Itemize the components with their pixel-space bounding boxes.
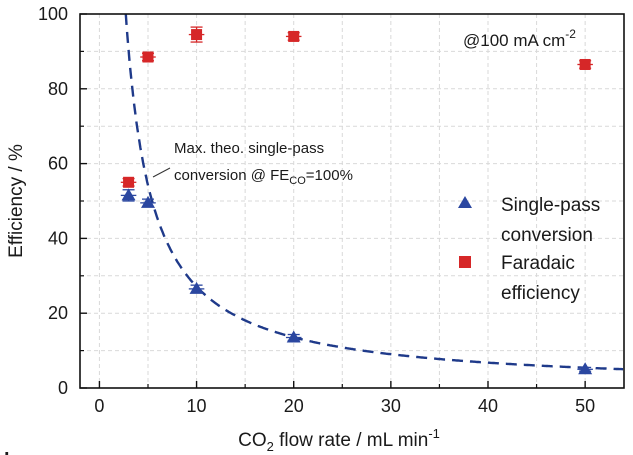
- x-axis-title-subscript: 2: [267, 439, 274, 454]
- data-point-faradaic: [288, 30, 300, 42]
- data-point-faradaic: [142, 51, 154, 63]
- x-tick-label: 10: [187, 396, 207, 416]
- annotation-leader-line: [152, 167, 171, 178]
- x-tick-label: 30: [381, 396, 401, 416]
- theory-annotation-line-1: Max. theo. single-pass: [174, 140, 324, 157]
- data-point-faradaic: [191, 29, 203, 41]
- y-tick-label: 20: [48, 303, 68, 323]
- data-point-conversion: [189, 281, 204, 294]
- legend-label-conversion-line-2: conversion: [501, 225, 593, 246]
- legend: Single-pass conversion Faradaic efficien…: [458, 195, 600, 304]
- data-point-conversion: [286, 330, 301, 343]
- annotation-value: =100%: [306, 167, 353, 184]
- x-axis-title-part-2: flow rate / mL min: [274, 430, 429, 451]
- legend-marker-conversion: [458, 196, 472, 208]
- axis-ticks: 0 10 20 30 40 50 0 20 40 60 80 100: [38, 4, 595, 416]
- legend-label-conversion-line-1: Single-pass: [501, 195, 600, 216]
- x-axis-title-part-1: CO: [238, 430, 267, 451]
- series-faradaic: [120, 26, 593, 188]
- series-group: [120, 26, 593, 375]
- x-axis-title-superscript: -1: [428, 426, 440, 441]
- x-tick-label: 50: [575, 396, 595, 416]
- y-tick-label: 80: [48, 79, 68, 99]
- data-point-conversion: [141, 195, 155, 208]
- y-tick-label: 40: [48, 228, 68, 248]
- condition-label-text: @100 mA cm: [463, 31, 565, 50]
- theory-annotation-line-2: conversion @ FECO=100%: [174, 167, 353, 187]
- legend-label-faradaic-line-1: Faradaic: [501, 253, 575, 274]
- data-point-conversion: [578, 362, 593, 375]
- legend-marker-faradaic: [459, 256, 471, 268]
- y-tick-label: 60: [48, 154, 68, 174]
- condition-label: @100 mA cm-2: [463, 27, 576, 50]
- condition-label-superscript: -2: [565, 27, 576, 41]
- x-axis-title: CO2 flow rate / mL min-1: [238, 426, 440, 454]
- annotation-subscript: CO: [289, 175, 306, 187]
- data-point-faradaic: [579, 58, 591, 70]
- y-tick-label: 100: [38, 4, 68, 24]
- theory-curve-group: [124, 13, 624, 371]
- x-tick-label: 20: [284, 396, 304, 416]
- x-tick-label: 40: [478, 396, 498, 416]
- series-conversion: [120, 188, 593, 375]
- data-point-faradaic: [123, 176, 135, 188]
- y-tick-label: 0: [58, 378, 68, 398]
- grid: [80, 14, 624, 388]
- x-tick-label: 0: [94, 396, 104, 416]
- y-axis-title: Efficiency / %: [6, 144, 27, 258]
- legend-label-faradaic-line-2: efficiency: [501, 283, 580, 304]
- data-point-conversion: [121, 188, 136, 201]
- theory-curve: [124, 13, 624, 371]
- annotation-text: conversion @ FE: [174, 167, 289, 184]
- panel-label: b: [4, 450, 16, 455]
